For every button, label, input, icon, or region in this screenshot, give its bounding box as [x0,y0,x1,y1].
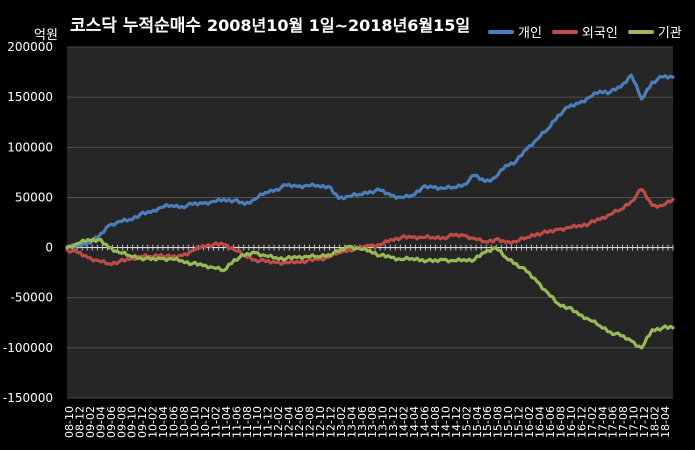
series-line-institution [65,237,675,350]
x-tick-label: 13-06 [356,406,369,438]
x-tick-label: 16-08 [554,406,567,438]
x-tick-label: 16-10 [565,406,578,438]
legend-swatch-foreign [551,29,578,34]
x-tick-label: 13-08 [366,406,379,438]
chart-title-date-range: 2008년10월 1일~2018년6월15일 [206,16,471,35]
x-tick-label: 10-04 [157,406,170,438]
y-tick-label: 100000 [7,140,53,154]
plot-area [67,47,673,398]
x-tick-label: 12-12 [324,406,337,438]
y-tick-label: 200000 [7,40,53,54]
y-tick-label: -150000 [3,391,53,405]
x-tick-label: 13-12 [387,406,400,438]
x-tick-label: 17-02 [586,406,599,438]
legend-item-institution: 기관 [627,22,682,41]
x-tick-label: 12-06 [293,406,306,438]
x-tick-label: 08-10 [63,406,76,438]
x-tick-label: 14-06 [419,406,432,438]
x-tick-label: 09-08 [115,406,128,438]
series-line-foreign [65,187,675,267]
x-tick-label: 11-08 [241,406,254,438]
x-tick-label: 14-04 [408,406,421,438]
x-tick-label: 10-06 [168,406,181,438]
x-tick-label: 12-02 [272,406,285,438]
x-tick-label: 09-06 [105,406,118,438]
x-tick-label: 15-08 [492,406,505,438]
x-tick-label: 15-06 [481,406,494,438]
x-tick-label: 13-02 [335,406,348,438]
x-tick-label: 11-10 [251,406,264,438]
x-tick-label: 14-08 [429,406,442,438]
x-tick-label: 12-08 [303,406,316,438]
chart-title: 코스닥 누적순매수 2008년10월 1일~2018년6월15일 [70,11,470,36]
x-tick-label: 18-04 [659,406,672,438]
chart-legend: 개인 외국인 기관 [488,22,682,41]
legend-label-institution: 기관 [657,26,682,41]
chart-title-main: 코스닥 누적순매수 [70,16,202,36]
x-tick-label: 17-12 [638,406,651,438]
legend-swatch-individual [488,29,514,34]
x-tick-label: 16-04 [534,406,547,438]
series-line-individual [65,73,675,250]
x-tick-label: 11-12 [262,406,275,438]
x-tick-label: 13-10 [377,406,390,438]
x-tick-label: 15-02 [460,406,473,438]
y-tick-label: 150000 [7,90,53,104]
x-tick-label: 11-04 [220,406,233,438]
legend-label-foreign: 외국인 [581,26,618,41]
x-tick-label: 09-04 [94,406,107,438]
x-tick-label: 10-02 [147,406,160,438]
x-tick-label: 09-10 [126,406,139,438]
x-tick-label: 16-12 [575,406,588,438]
legend-label-individual: 개인 [518,26,542,41]
x-tick-label: 17-10 [628,406,641,438]
x-tick-label: 14-02 [398,406,411,438]
y-tick-label: -50000 [10,291,53,305]
x-tick-label: 18-02 [649,406,662,438]
legend-item-individual: 개인 [488,22,542,41]
legend-item-foreign: 외국인 [551,22,618,41]
legend-swatch-institution [627,29,654,34]
x-tick-label: 09-02 [84,406,97,438]
x-tick-label: 15-12 [513,406,526,438]
x-tick-label: 17-06 [607,406,620,438]
x-tick-label: 08-12 [73,406,86,438]
x-tick-label: 14-12 [450,406,463,438]
x-tick-label: 14-10 [439,406,452,438]
y-tick-label: 0 [45,241,53,255]
x-tick-label: 10-12 [199,406,212,438]
x-tick-label: 16-06 [544,406,557,438]
x-tick-label: 15-10 [502,406,515,438]
x-tick-label: 11-06 [230,406,243,438]
y-tick-label: 50000 [15,190,53,204]
x-tick-label: 13-04 [345,406,358,438]
y-tick-label: -100000 [3,341,53,355]
x-tick-label: 12-04 [283,406,296,438]
x-tick-label: 11-02 [209,406,222,438]
x-tick-label: 10-10 [188,406,201,438]
x-tick-label: 16-02 [523,406,536,438]
y-axis-unit-label: 억원 [34,28,58,43]
x-tick-label: 15-04 [471,406,484,438]
x-tick-label: 17-04 [596,406,609,438]
x-tick-label: 17-08 [617,406,630,438]
x-tick-label: 12-10 [314,406,327,438]
x-tick-label: 10-08 [178,406,191,438]
x-tick-label: 09-12 [136,406,149,438]
